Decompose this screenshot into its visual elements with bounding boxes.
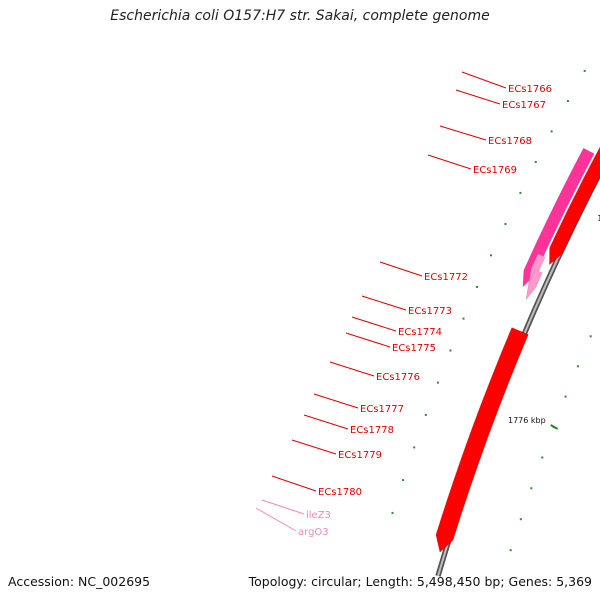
feature-label: ECs1777 <box>360 404 404 415</box>
feature-leader-line <box>351 316 397 332</box>
gc-dot <box>550 130 553 133</box>
gc-dot <box>424 413 427 416</box>
gc-dot <box>490 254 492 257</box>
feature-labels: ECs1766 ECs1767 ECs1768 ECs1769 ECs1772 ECs17… <box>255 71 552 538</box>
feature-leader-line <box>303 414 349 430</box>
feature-block <box>435 327 529 553</box>
feature-leader-line <box>329 361 375 377</box>
feature-leader-line <box>345 332 391 348</box>
gc-dot <box>534 161 537 163</box>
gc-dot <box>391 511 394 514</box>
gc-dot <box>564 395 567 398</box>
gc-dot <box>476 285 478 288</box>
gc-dot <box>530 487 533 490</box>
feature-label: ECs1766 <box>508 84 552 95</box>
feature-leader-line <box>255 507 297 532</box>
kbp-tick-label: 1776 kbp <box>508 416 546 425</box>
genome-summary-text: Topology: circular; Length: 5,498,450 bp… <box>248 574 592 589</box>
feature-leader-line <box>271 475 317 492</box>
kbp-tick-label: 1774 kbp <box>597 214 600 223</box>
feature-leader-line <box>455 89 501 105</box>
feature-block <box>522 147 595 288</box>
feature-leader-line <box>291 439 337 455</box>
feature-leader-line <box>379 261 423 277</box>
feature-leader-line <box>427 154 472 170</box>
gc-dot <box>402 479 405 482</box>
gc-dot <box>519 191 522 194</box>
feature-label: argO3 <box>298 527 329 538</box>
feature-label: ECs1780 <box>318 487 362 498</box>
feature-leader-line <box>361 295 407 311</box>
feature-block <box>549 146 600 266</box>
feature-label: ECs1773 <box>408 306 452 317</box>
gc-dot <box>589 335 592 338</box>
genome-backbone <box>435 166 600 577</box>
feature-leader-line <box>313 393 359 409</box>
feature-label: ECs1767 <box>502 100 546 111</box>
gc-dot <box>436 381 439 384</box>
feature-label: ECs1769 <box>473 165 517 176</box>
backbone-highlight <box>437 170 600 577</box>
gc-dot <box>566 100 569 102</box>
gc-dot <box>462 317 465 320</box>
gc-dot <box>576 365 579 368</box>
map-title: Escherichia coli O157:H7 str. Sakai, com… <box>110 8 490 24</box>
feature-label: ECs1776 <box>376 372 420 383</box>
gc-dot-track <box>391 69 592 552</box>
kbp-tick-mark <box>550 424 559 430</box>
gc-dot <box>449 349 452 352</box>
feature-label: ileZ3 <box>306 510 331 521</box>
feature-block <box>525 269 543 301</box>
feature-track <box>435 146 600 553</box>
feature-label: ECs1772 <box>424 272 468 283</box>
feature-label: ECs1775 <box>392 343 436 354</box>
feature-leader-line <box>439 125 487 141</box>
feature-label: ECs1774 <box>398 327 442 338</box>
gc-dot <box>509 549 512 552</box>
accession-text: Accession: NC_002695 <box>8 574 151 589</box>
gc-dot <box>541 456 544 459</box>
feature-label: ECs1768 <box>488 136 532 147</box>
kbp-ruler: 1766 kbp1768 kbp1770 kbp1772 kbp1774 kbp… <box>508 214 600 430</box>
feature-leader-line <box>261 499 305 515</box>
gc-dot <box>583 69 586 72</box>
gc-dot <box>519 518 522 521</box>
feature-label: ECs1778 <box>350 425 394 436</box>
feature-label: ECs1779 <box>338 450 382 461</box>
feature-leader-line <box>461 71 507 89</box>
gc-dot <box>413 446 416 449</box>
gc-dot <box>504 223 507 225</box>
